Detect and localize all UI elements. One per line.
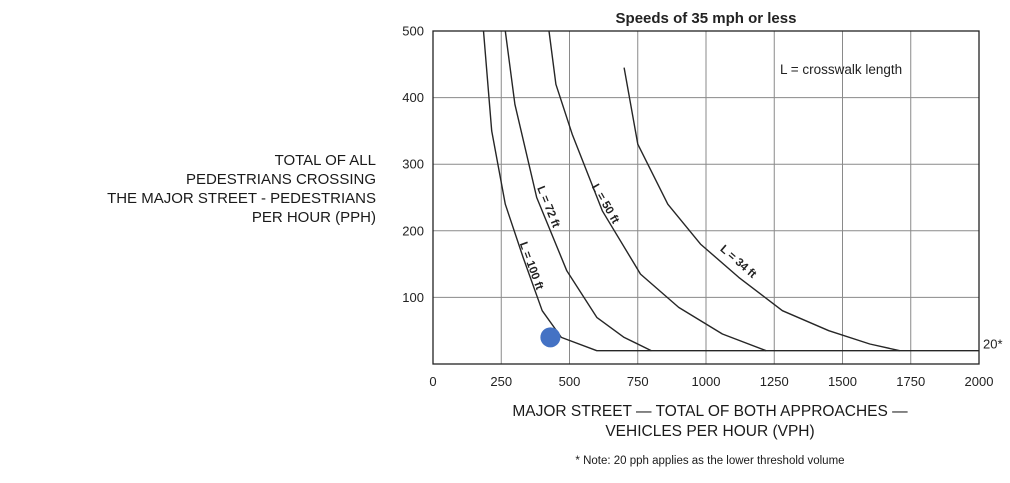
y-tick-label: 500: [402, 24, 424, 39]
series-line: [482, 30, 979, 352]
series-line: [504, 30, 652, 352]
series-label: L = 50 ft: [589, 182, 621, 226]
y-axis-label-line: THE MAJOR STREET - PEDESTRIANS: [107, 190, 376, 207]
x-tick-label: 0: [429, 374, 436, 389]
x-tick-label: 1750: [896, 374, 925, 389]
x-axis-label-line: VEHICLES PER HOUR (VPH): [605, 423, 815, 440]
series-label: L = 72 ft: [534, 185, 562, 230]
y-axis-label-line: PEDESTRIANS CROSSING: [185, 171, 376, 188]
x-tick-label: 1500: [828, 374, 857, 389]
x-tick-label: 500: [559, 374, 581, 389]
x-axis-label: MAJOR STREET — TOTAL OF BOTH APPROACHES …: [430, 402, 990, 442]
plot-frame: [432, 30, 980, 365]
x-tick-label: 250: [490, 374, 512, 389]
x-tick-label: 750: [627, 374, 649, 389]
x-tick-label: 1250: [760, 374, 789, 389]
y-axis-label: TOTAL OF ALL PEDESTRIANS CROSSING THE MA…: [107, 151, 376, 227]
legend-note: L = crosswalk length: [780, 62, 902, 77]
y-tick-label: 100: [402, 290, 424, 305]
y-axis-label-line: TOTAL OF ALL: [274, 152, 376, 169]
footnote: * Note: 20 pph applies as the lower thre…: [575, 455, 845, 467]
highlight-point: [540, 327, 561, 348]
y-tick-label: 300: [402, 157, 424, 172]
y-tick-label: 400: [402, 90, 424, 105]
series-label: L = 100 ft: [517, 240, 545, 291]
y-tick-label: 200: [402, 223, 424, 238]
threshold-label: 20*: [983, 337, 1003, 352]
series-line: [548, 30, 767, 352]
series-line: [623, 67, 900, 352]
series-label: L = 34 ft: [718, 243, 759, 281]
chart-title: Speeds of 35 mph or less: [616, 10, 797, 27]
x-tick-label: 2000: [965, 374, 994, 389]
x-tick-label: 1000: [692, 374, 721, 389]
x-axis-label-line: MAJOR STREET — TOTAL OF BOTH APPROACHES …: [512, 403, 908, 420]
y-axis-label-line: PER HOUR (PPH): [251, 209, 376, 226]
